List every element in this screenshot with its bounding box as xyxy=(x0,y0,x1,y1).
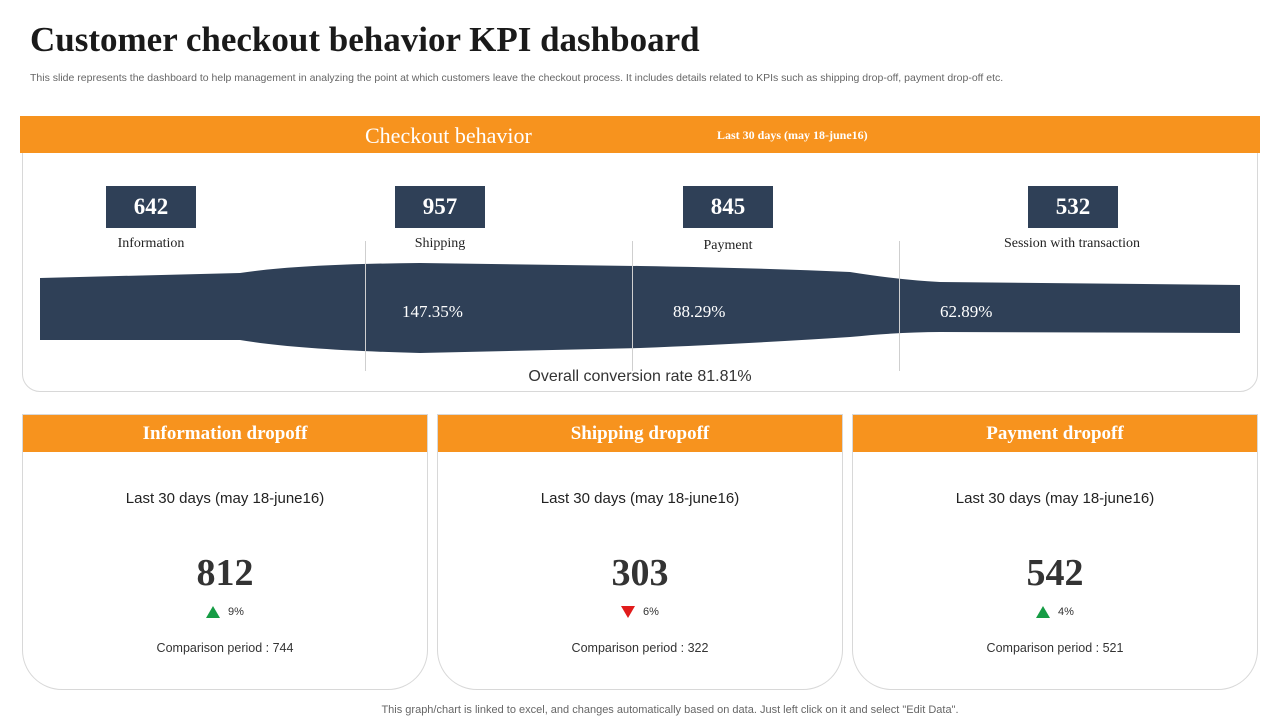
shipping-dropoff-card: Shipping dropoff Last 30 days (may 18-ju… xyxy=(437,414,843,690)
stage-information-value: 642 xyxy=(106,186,196,228)
stage-information-label: Information xyxy=(117,236,185,251)
page-title: Customer checkout behavior KPI dashboard xyxy=(30,20,700,59)
card-period: Last 30 days (may 18-june16) xyxy=(125,490,325,507)
stage-payment-value: 845 xyxy=(683,186,773,228)
checkout-behavior-header xyxy=(20,116,1260,153)
stage-shipping-value: 957 xyxy=(395,186,485,228)
checkout-behavior-period: Last 30 days (may 18-june16) xyxy=(717,128,868,142)
rate-information-to-shipping: 147.35% xyxy=(402,302,463,321)
stage-divider xyxy=(365,241,366,371)
card-period: Last 30 days (may 18-june16) xyxy=(955,490,1155,507)
card-value: 303 xyxy=(611,552,669,594)
card-title: Shipping dropoff xyxy=(438,415,842,452)
card-change-value: 6% xyxy=(643,606,659,618)
card-period: Last 30 days (may 18-june16) xyxy=(540,490,740,507)
stage-divider xyxy=(899,241,900,371)
rate-shipping-to-payment: 88.29% xyxy=(673,302,726,321)
card-comparison: Comparison period : 322 xyxy=(571,641,709,655)
card-title: Information dropoff xyxy=(23,415,427,452)
rate-payment-to-transaction: 62.89% xyxy=(940,302,993,321)
payment-dropoff-card: Payment dropoff Last 30 days (may 18-jun… xyxy=(852,414,1258,690)
card-comparison: Comparison period : 744 xyxy=(156,641,294,655)
stage-session-label: Session with transaction xyxy=(1003,236,1141,251)
card-change-value: 9% xyxy=(228,606,244,618)
card-title: Payment dropoff xyxy=(853,415,1257,452)
stage-divider xyxy=(632,241,633,371)
footnote: This graph/chart is linked to excel, and… xyxy=(381,704,959,716)
card-value: 542 xyxy=(1026,552,1084,594)
stage-payment-label: Payment xyxy=(703,238,753,253)
card-comparison: Comparison period : 521 xyxy=(986,641,1124,655)
page-subtitle: This slide represents the dashboard to h… xyxy=(30,72,1004,84)
information-dropoff-card: Information dropoff Last 30 days (may 18… xyxy=(22,414,428,690)
card-change: 6% xyxy=(438,606,842,618)
checkout-behavior-title: Checkout behavior xyxy=(365,123,532,148)
trend-up-icon xyxy=(206,606,221,618)
stage-shipping-label: Shipping xyxy=(414,236,466,251)
overall-conversion-rate: Overall conversion rate 81.81% xyxy=(528,368,752,385)
stage-session-value: 532 xyxy=(1028,186,1118,228)
trend-up-icon xyxy=(1036,606,1051,618)
card-value: 812 xyxy=(196,552,254,594)
funnel-shape xyxy=(40,263,1240,353)
card-change: 9% xyxy=(23,606,427,618)
trend-down-icon xyxy=(621,606,636,618)
card-change-value: 4% xyxy=(1058,606,1074,618)
card-change: 4% xyxy=(853,606,1257,618)
